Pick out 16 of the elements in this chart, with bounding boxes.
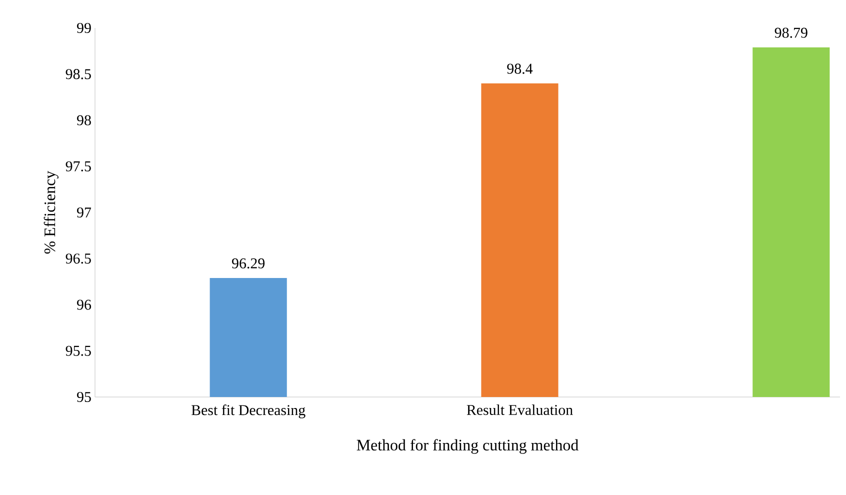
y-tick-label: 98: [77, 115, 91, 126]
data-label: 98.4: [507, 64, 533, 74]
y-axis-title: % Efficiency: [44, 170, 58, 254]
x-axis-title: Method for finding cutting method: [356, 439, 578, 454]
y-tick-label: 97: [77, 207, 92, 218]
y-tick-label: 96.5: [66, 254, 91, 264]
x-tick-label: Result Evaluation: [466, 404, 573, 416]
y-tick-label: 99: [77, 22, 91, 34]
y-tick-label: 96: [77, 300, 92, 310]
y-tick-label: 98.5: [66, 69, 91, 80]
data-label: 96.29: [232, 258, 265, 268]
x-tick-label: Best fit Decreasing: [192, 404, 306, 418]
y-tick-label: 95.5: [66, 346, 91, 356]
y-tick-label: 97.5: [66, 161, 91, 172]
y-tick-label: 95: [77, 392, 91, 402]
data-label: 98.79: [774, 28, 808, 38]
